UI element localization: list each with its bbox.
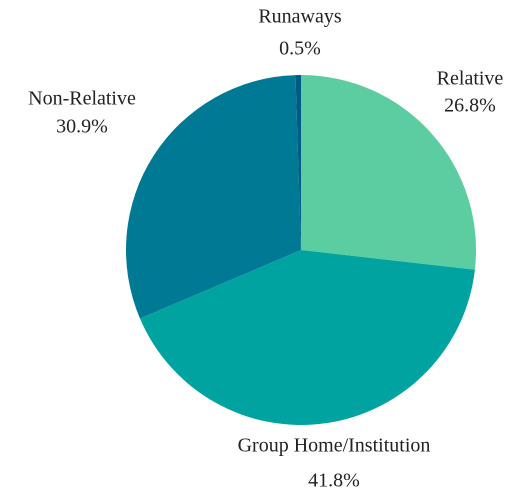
slice-value-label: 26.8% [444, 95, 496, 117]
pie-slice [125, 75, 301, 319]
pie-slice [295, 75, 301, 250]
slice-label: Relative [437, 68, 504, 90]
slice-value-label: 30.9% [56, 116, 108, 138]
slice-label: Group Home/Institution [238, 435, 431, 457]
slice-label: Runaways [258, 6, 342, 28]
slice-value-label: 0.5% [279, 38, 321, 60]
pie-slice [301, 75, 476, 270]
pie-slice [139, 250, 475, 425]
slice-label: Non-Relative [28, 88, 136, 110]
slice-value-label: 41.8% [308, 470, 360, 492]
